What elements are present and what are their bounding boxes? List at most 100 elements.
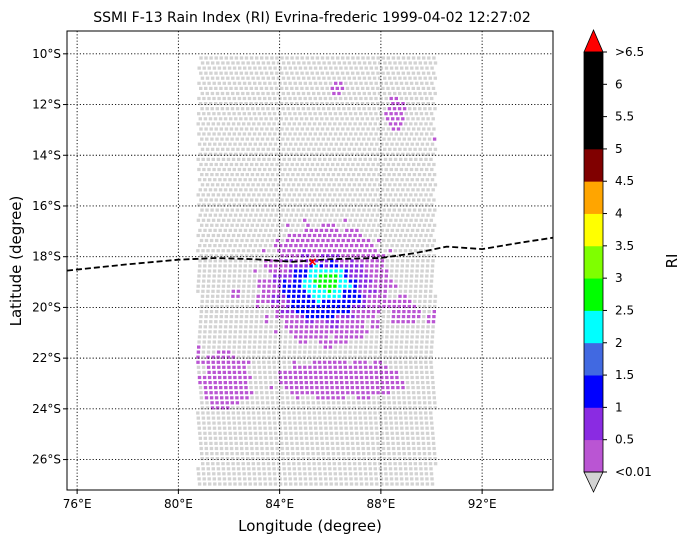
rain-pixel	[333, 360, 337, 364]
swath-pixel	[291, 223, 295, 227]
swath-pixel	[270, 310, 274, 314]
swath-pixel	[371, 198, 375, 202]
swath-pixel	[415, 431, 420, 435]
swath-pixel	[421, 320, 426, 324]
rain-pixel	[402, 304, 406, 309]
swath-pixel	[398, 289, 403, 293]
swath-pixel	[281, 208, 285, 212]
swath-pixel	[242, 350, 246, 354]
rain-pixel	[284, 381, 288, 385]
swath-pixel	[413, 249, 418, 253]
swath-pixel	[219, 441, 223, 445]
swath-pixel	[330, 152, 334, 156]
swath-pixel	[325, 188, 329, 192]
swath-pixel	[227, 477, 232, 481]
rain-pixel	[369, 279, 373, 283]
swath-pixel	[393, 157, 398, 161]
swath-pixel	[337, 208, 341, 212]
swath-pixel	[223, 117, 228, 121]
swath-pixel	[419, 233, 423, 238]
swath-pixel	[244, 152, 248, 156]
swath-pixel	[220, 457, 225, 461]
rain-pixel	[203, 386, 208, 390]
swath-pixel	[381, 198, 385, 202]
swath-pixel	[205, 208, 209, 212]
swath-pixel	[254, 259, 258, 263]
swath-pixel	[228, 335, 232, 339]
swath-pixel	[335, 152, 339, 156]
swath-pixel	[419, 421, 424, 425]
swath-pixel	[372, 173, 376, 177]
swath-pixel	[209, 310, 214, 314]
swath-pixel	[247, 96, 252, 101]
rain-pixel	[353, 249, 357, 253]
swath-pixel	[296, 91, 301, 96]
rain-pixel	[234, 391, 239, 395]
swath-pixel	[427, 137, 432, 141]
swath-pixel	[268, 96, 272, 101]
swath-pixel	[247, 416, 251, 420]
swath-pixel	[226, 249, 230, 253]
swath-pixel	[268, 421, 272, 425]
swath-pixel	[323, 472, 327, 476]
swath-pixel	[209, 254, 213, 258]
swath-pixel	[400, 269, 404, 273]
swath-pixel	[399, 370, 404, 374]
swath-pixel	[227, 340, 232, 344]
swath-pixel	[270, 56, 274, 60]
swath-pixel	[212, 132, 216, 136]
swath-pixel	[412, 223, 416, 227]
swath-pixel	[332, 107, 336, 111]
swath-pixel	[199, 315, 203, 319]
swath-pixel	[353, 193, 357, 197]
swath-pixel	[224, 315, 228, 319]
swath-pixel	[221, 147, 225, 151]
rain-pixel	[350, 386, 354, 390]
rain-pixel	[382, 304, 386, 309]
x-tick-label: 76°E	[63, 497, 92, 511]
swath-pixel	[366, 162, 370, 167]
rain-pixel	[426, 320, 431, 324]
swath-pixel	[257, 122, 261, 126]
swath-pixel	[269, 86, 274, 90]
swath-pixel	[272, 360, 276, 364]
swath-pixel	[356, 446, 360, 451]
rain-pixel	[397, 299, 402, 303]
swath-pixel	[338, 467, 342, 471]
swath-pixel	[403, 411, 408, 415]
swath-pixel	[229, 71, 233, 75]
swath-pixel	[207, 203, 211, 207]
rain-pixel	[374, 279, 378, 283]
swath-pixel	[226, 294, 230, 298]
rain-pixel	[318, 233, 322, 238]
swath-pixel	[265, 391, 269, 395]
swath-pixel	[242, 96, 247, 101]
rain-pixel	[275, 315, 279, 319]
swath-pixel	[368, 233, 372, 238]
swath-pixel	[289, 117, 294, 121]
swath-pixel	[428, 91, 432, 96]
swath-pixel	[421, 213, 425, 217]
swath-pixel	[351, 198, 355, 202]
swath-pixel	[249, 152, 253, 156]
rain-pixel	[206, 365, 211, 369]
rain-pixel	[276, 304, 280, 309]
swath-pixel	[362, 183, 367, 187]
swath-pixel	[212, 203, 216, 207]
rain-pixel	[306, 238, 310, 243]
swath-pixel	[244, 188, 248, 192]
swath-pixel	[257, 203, 262, 207]
rain-pixel	[302, 284, 307, 288]
swath-pixel	[243, 330, 248, 334]
rain-pixel	[412, 304, 417, 309]
rain-pixel	[375, 325, 380, 329]
swath-pixel	[283, 421, 287, 425]
rain-pixel	[310, 391, 314, 395]
rain-pixel	[354, 335, 359, 339]
swath-pixel	[228, 426, 232, 430]
rain-pixel	[281, 294, 286, 298]
swath-pixel	[419, 472, 424, 476]
swath-pixel	[254, 188, 258, 192]
swath-pixel	[270, 446, 274, 451]
swath-pixel	[280, 127, 284, 131]
